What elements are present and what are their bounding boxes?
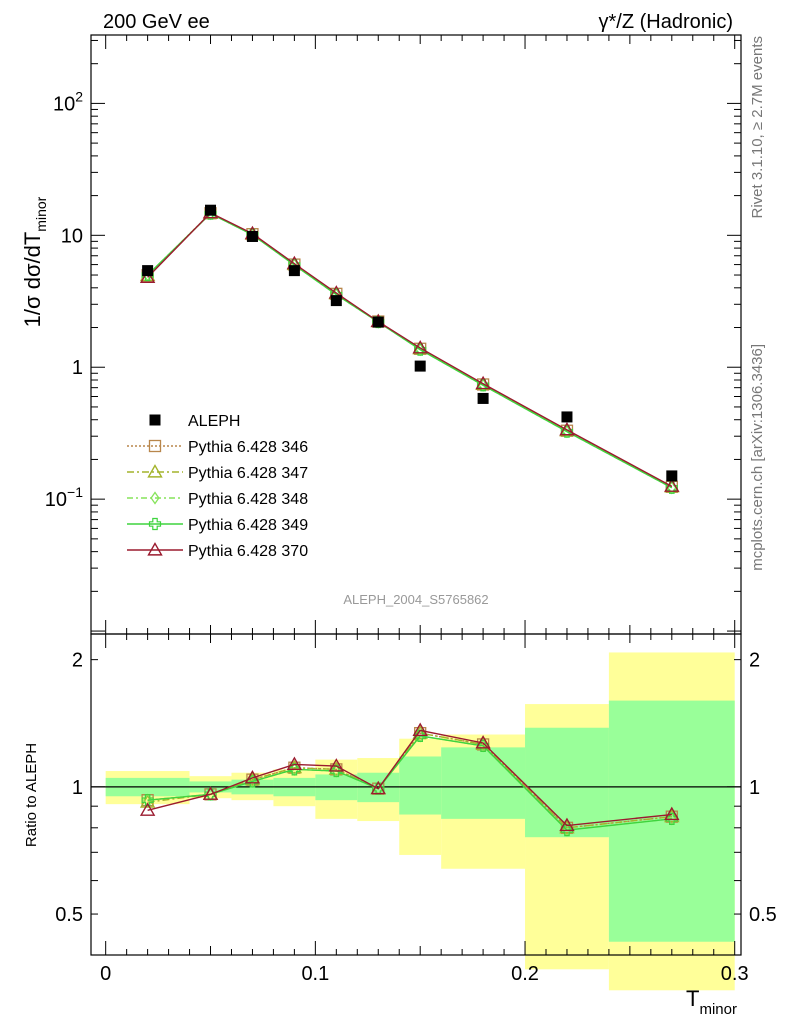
ratio-series-point [559, 817, 575, 832]
xlabel-prefix: T [686, 986, 699, 1011]
x-tick-label: 0.1 [301, 963, 329, 985]
ratio-plot: 0.5 0.5 1 1 2 2 0 0.1 0.2 0.3 [55, 633, 777, 991]
legend-entry: ALEPH [149, 413, 240, 430]
stat-band [399, 756, 442, 815]
ratio-series-point [286, 756, 303, 770]
analysis-label: ALEPH_2004_S5765862 [343, 592, 488, 607]
legend-marker [148, 439, 162, 453]
legend: ALEPH Pythia 6.428 346 Pythia 6.428 347 Pyt… [127, 413, 308, 560]
stat-band [441, 747, 526, 819]
ratio-series-point [244, 769, 261, 784]
legend-entry: Pythia 6.428 370 [127, 542, 308, 560]
data-point [561, 411, 573, 423]
main-ylabel-prefix: 1/σ dσ/dT [20, 232, 45, 328]
y-tick-label: 1 [72, 357, 83, 379]
ratio-series-point [664, 806, 680, 821]
xlabel-sub: minor [699, 1001, 737, 1018]
y-tick-label-sup: −1 [67, 484, 83, 500]
x-tick-label: 0.2 [511, 963, 539, 985]
series-point [665, 481, 678, 494]
ratio-y-tick-label: 0.5 [55, 904, 83, 926]
main-ylabel-sub: minor [33, 196, 49, 231]
series-point [559, 421, 575, 436]
side-label-lower: mcplots.cern.ch [arXiv:1306.3436] [749, 344, 766, 571]
header-left: 200 GeV ee [103, 11, 210, 33]
y-tick-label: 10 [61, 225, 83, 247]
ratio-ylabel: Ratio to ALEPH [23, 743, 40, 847]
legend-label: ALEPH [188, 413, 240, 430]
y-tick-label: 102 [53, 88, 83, 115]
series-point [664, 478, 680, 492]
ratio-y-tick-label-right: 0.5 [749, 904, 777, 926]
ratio-y-tick-label: 2 [72, 650, 83, 672]
xlabel: Tminor [686, 986, 737, 1018]
ratio-series-point [476, 739, 490, 752]
legend-marker [150, 491, 160, 505]
y-tick-label-base: 10 [53, 93, 75, 115]
data-point [205, 204, 217, 216]
legend-label: Pythia 6.428 370 [188, 543, 308, 560]
ratio-series-point [664, 808, 680, 823]
main-ylabel: 1/σ dσ/dTminor [20, 196, 49, 327]
data-point [246, 230, 258, 242]
data-point [330, 295, 342, 307]
legend-entry: Pythia 6.428 349 [127, 517, 308, 534]
y-tick-label-base: 10 [45, 489, 67, 511]
ratio-series-point [475, 735, 491, 749]
series-point [476, 379, 490, 392]
side-label-upper: Rivet 3.1.10, ≥ 2.7M events [749, 36, 766, 219]
ratio-series-point [202, 786, 219, 800]
ratio-y-tick-label-right: 1 [749, 777, 760, 799]
ratio-series-point [141, 794, 154, 807]
ratio-series-line [147, 735, 672, 831]
ratio-y-tick-label: 1 [72, 777, 83, 799]
ratio-frame [90, 633, 742, 956]
y-tick-label: 10−1 [45, 484, 83, 511]
series-line [147, 212, 673, 489]
data-point [288, 265, 300, 277]
ratio-series-line [147, 732, 672, 829]
x-tick-label: 0.3 [721, 963, 749, 985]
legend-marker [147, 542, 163, 556]
legend-marker [149, 414, 161, 426]
ratio-series-point [246, 775, 259, 788]
legend-marker [148, 517, 162, 531]
ratio-series-point [412, 722, 428, 736]
data-point [414, 360, 426, 372]
series-line [147, 212, 673, 487]
data-point [666, 470, 678, 482]
ratio-series-line [147, 729, 672, 827]
y-tick-label-sup: 2 [75, 88, 83, 104]
legend-label: Pythia 6.428 347 [188, 465, 308, 482]
legend-entry: Pythia 6.428 348 [127, 491, 308, 508]
series-point [475, 375, 491, 390]
ratio-series-point [139, 802, 156, 816]
header-right: γ*/Z (Hadronic) [599, 11, 733, 33]
legend-entry: Pythia 6.428 346 [127, 439, 308, 456]
ratio-series-point [328, 758, 345, 772]
series-point [560, 425, 574, 438]
legend-marker [147, 464, 163, 478]
data-point [142, 265, 154, 277]
legend-label: Pythia 6.428 349 [188, 517, 308, 534]
ratio-y-tick-label-right: 2 [749, 650, 760, 672]
legend-label: Pythia 6.428 346 [188, 439, 308, 456]
y-tick-label-base: 10 [61, 225, 83, 247]
series-point [414, 343, 427, 356]
legend-label: Pythia 6.428 348 [188, 491, 308, 508]
legend-entry: Pythia 6.428 347 [127, 464, 308, 482]
series-point [412, 340, 428, 354]
data-point [477, 392, 489, 404]
series-point [139, 269, 156, 283]
ratio-series-point [412, 725, 428, 739]
x-tick-label: 0 [100, 963, 111, 985]
data-point [372, 316, 384, 328]
ratio-series-point [370, 780, 386, 795]
y-tick-label-base: 1 [72, 357, 83, 379]
